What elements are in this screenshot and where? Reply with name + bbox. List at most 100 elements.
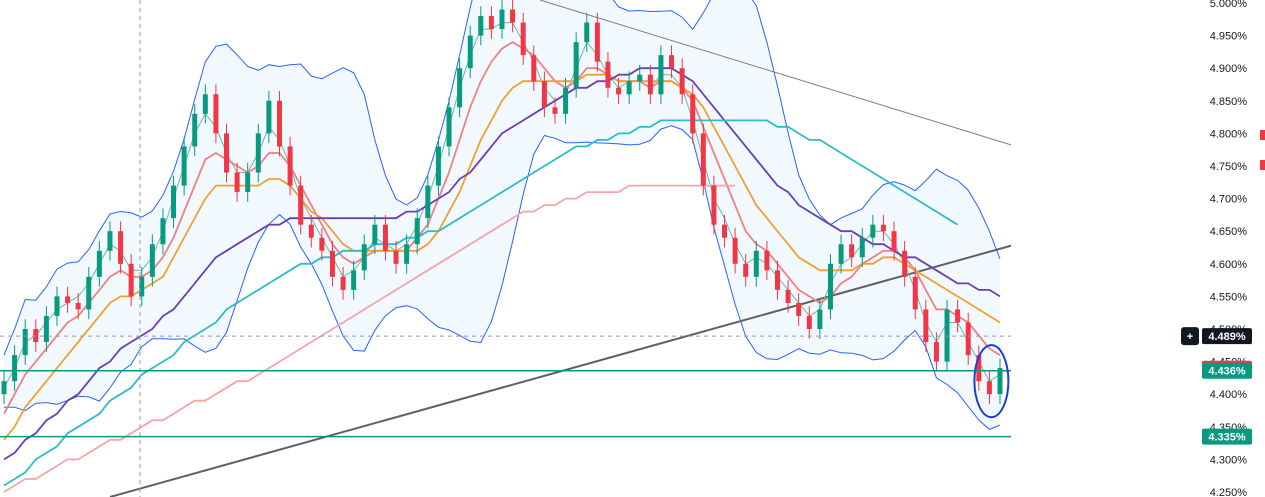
candle — [255, 123, 261, 183]
candle — [531, 45, 537, 92]
y-tick-label: 4.300% — [1210, 454, 1248, 466]
candle — [171, 175, 177, 228]
candle-body — [22, 329, 28, 356]
candle-body — [637, 74, 643, 82]
y-tick-label: 4.850% — [1210, 96, 1248, 108]
candle — [128, 254, 134, 307]
candle — [859, 227, 865, 268]
candle — [1, 371, 7, 404]
candle — [986, 371, 992, 404]
candle-body — [880, 224, 886, 232]
candle — [266, 91, 272, 144]
candle — [96, 240, 102, 287]
candle-body — [976, 355, 982, 382]
candle-body — [382, 224, 388, 251]
candle-body — [743, 263, 749, 277]
candle — [722, 214, 728, 248]
candle-body — [276, 100, 282, 147]
candle — [616, 77, 622, 105]
edge-marker — [1260, 130, 1265, 140]
candle-body — [234, 172, 240, 193]
candle-body — [478, 16, 484, 36]
y-tick-label: 4.900% — [1210, 63, 1248, 75]
candle — [997, 358, 1003, 404]
candle-body — [605, 61, 611, 88]
candle — [658, 45, 664, 105]
candle-body — [785, 289, 791, 303]
candle-body — [298, 185, 304, 225]
candle-body — [806, 315, 812, 329]
price-labels: +4.489%4.439%4.436%4.335% — [1181, 327, 1252, 445]
candle-body — [308, 224, 314, 238]
candle-body — [1, 381, 7, 395]
candle — [552, 97, 558, 124]
candle-body — [12, 355, 18, 382]
y-tick-label: 4.600% — [1210, 259, 1248, 271]
y-tick-label: 4.250% — [1210, 487, 1248, 497]
candle — [669, 45, 675, 78]
price-label-text: 4.489% — [1208, 331, 1246, 343]
y-tick-label: 4.400% — [1210, 389, 1248, 401]
candle-body — [139, 276, 145, 297]
candle-body — [859, 237, 865, 258]
candle-body — [764, 250, 770, 271]
candle — [446, 97, 452, 157]
candle-body — [658, 55, 664, 95]
price-label-badge — [1202, 428, 1252, 445]
band-upper — [3, 0, 1001, 356]
candle-body — [563, 87, 569, 114]
candle — [12, 345, 18, 391]
candle — [308, 214, 314, 248]
candle — [647, 64, 653, 105]
y-tick-label: 4.800% — [1210, 128, 1248, 140]
candle-body — [457, 68, 463, 108]
crosshair-plus-button — [1181, 327, 1199, 346]
candle — [54, 286, 60, 326]
candle — [202, 84, 208, 124]
candle — [849, 234, 855, 268]
candle-body — [192, 113, 198, 147]
candle — [637, 64, 643, 92]
candle-body — [33, 329, 39, 343]
candle — [976, 345, 982, 391]
price-label: +4.489% — [1181, 327, 1252, 346]
candle — [965, 312, 971, 365]
candle-body — [181, 146, 187, 186]
candle-body — [467, 35, 473, 69]
circle-annotation — [973, 344, 1010, 419]
candle-body — [700, 133, 706, 186]
candle-body — [351, 270, 357, 290]
candle — [382, 214, 388, 261]
candle — [573, 32, 579, 98]
candle-body — [287, 146, 293, 186]
candle — [732, 227, 738, 274]
y-tick-label: 4.950% — [1210, 31, 1248, 43]
candle-body — [224, 133, 230, 173]
candle-body — [160, 218, 166, 245]
candle — [785, 280, 791, 313]
price-axis: 5.000% 4.950% 4.900% 4.850% 4.800% 4.750% 4.70… — [1011, 0, 1265, 497]
axis-background — [1011, 0, 1265, 497]
candle — [944, 299, 950, 372]
candle — [160, 208, 166, 255]
candle-body — [43, 315, 49, 343]
candle-body — [499, 9, 505, 30]
price-label-text: 4.436% — [1208, 366, 1246, 378]
candle — [891, 221, 897, 261]
candle — [806, 306, 812, 339]
candle — [700, 123, 706, 196]
candle-body — [245, 172, 251, 193]
candle — [298, 175, 304, 235]
candle-body — [118, 231, 124, 264]
candle — [425, 175, 431, 228]
candle-body — [870, 224, 876, 238]
candles — [1, 0, 1003, 404]
candle — [139, 267, 145, 307]
candle-body — [626, 81, 632, 95]
candle-body — [340, 276, 346, 290]
candle-body — [827, 263, 833, 310]
candle — [796, 293, 802, 326]
moving-average-4 — [3, 67, 1001, 461]
moving-average-5 — [3, 119, 959, 487]
